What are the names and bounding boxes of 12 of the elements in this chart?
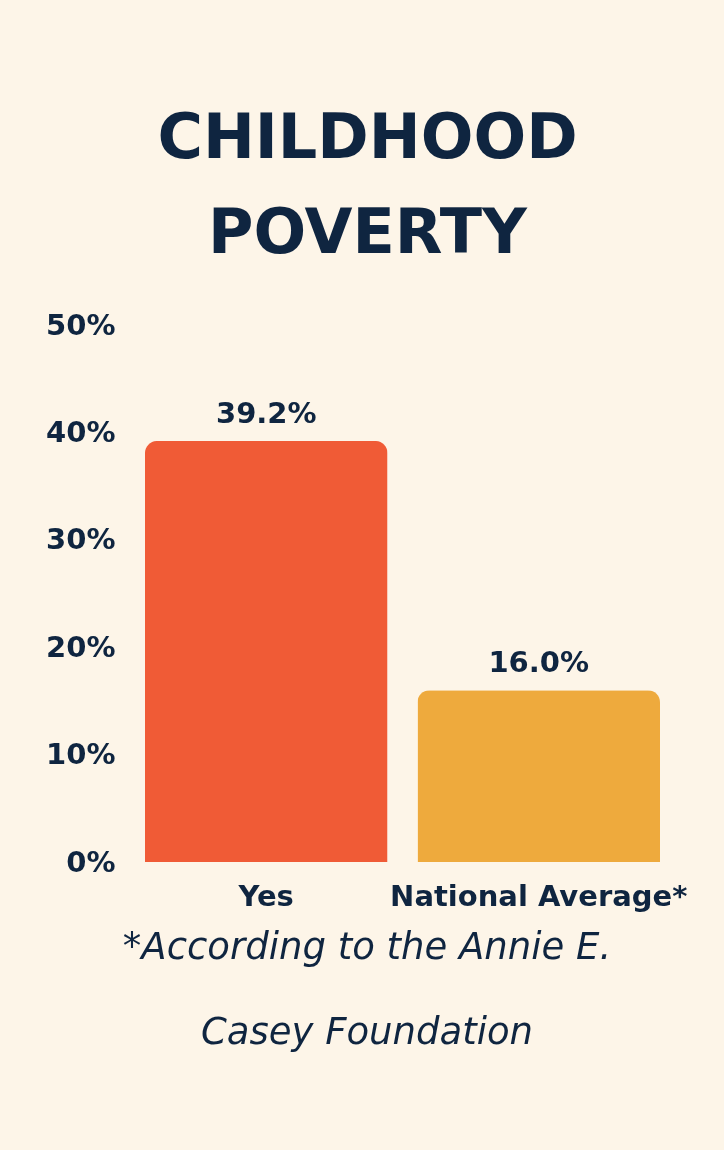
x-tick-label: National Average* xyxy=(390,878,688,913)
chart-title: CHILDHOOD POVERTY xyxy=(157,100,578,268)
y-tick-label: 10% xyxy=(46,737,116,772)
y-tick-label: 50% xyxy=(46,307,116,342)
x-tick-label: Yes xyxy=(237,878,294,913)
y-tick-label: 20% xyxy=(46,629,116,664)
text: *According to the Annie E. Casey Foundation xyxy=(122,925,612,1053)
y-tick-label: 30% xyxy=(46,522,116,557)
y-tick-label: 0% xyxy=(66,844,116,879)
data-label: 16.0% xyxy=(488,645,590,680)
y-tick-label: 40% xyxy=(46,414,116,449)
data-label: 39.2% xyxy=(215,395,317,430)
